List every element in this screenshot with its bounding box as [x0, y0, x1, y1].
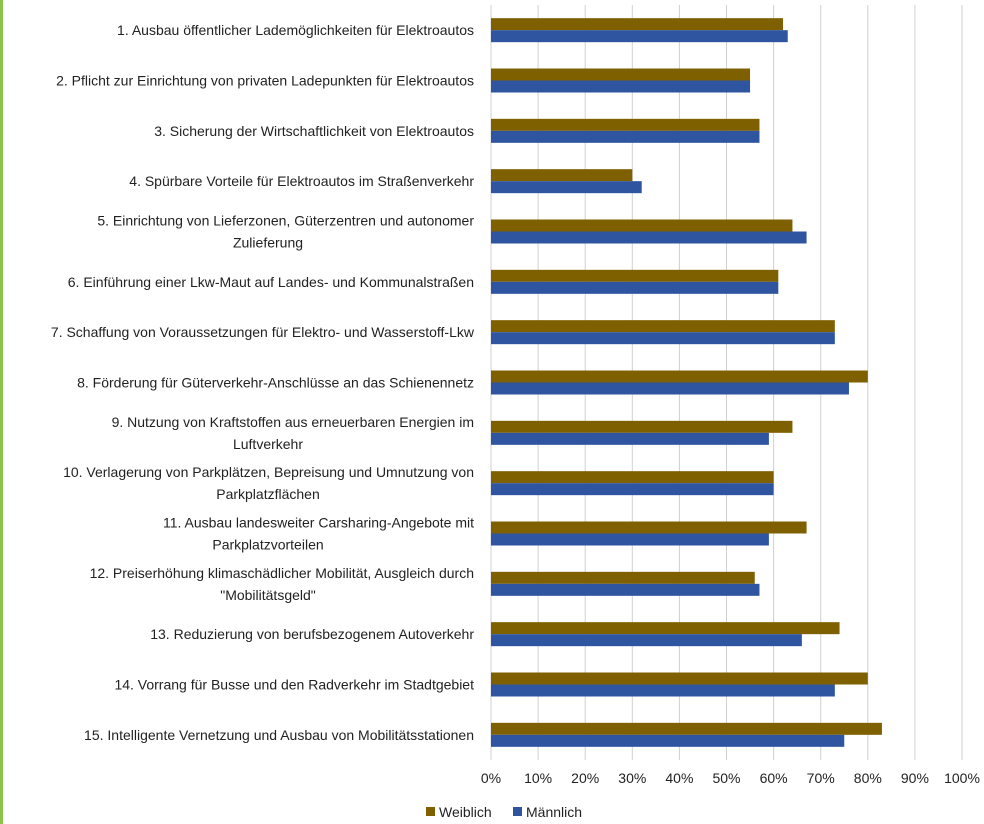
legend-weiblich-swatch — [426, 807, 435, 816]
category-label: 14. Vorrang für Busse und den Radverkehr… — [114, 677, 474, 693]
category-label: 13. Reduzierung von berufsbezogenem Auto… — [150, 626, 474, 642]
x-tick-label: 50% — [712, 770, 740, 786]
x-tick-label: 30% — [618, 770, 646, 786]
bar-maennlich — [491, 684, 835, 697]
bar-weiblich — [491, 169, 633, 182]
bar-maennlich — [491, 130, 760, 143]
bar-weiblich — [491, 18, 784, 31]
bar-weiblich — [491, 622, 840, 635]
bar-maennlich — [491, 332, 835, 345]
bar-maennlich — [491, 181, 642, 194]
bar-maennlich — [491, 583, 760, 596]
x-tick-label: 80% — [854, 770, 882, 786]
bar-maennlich — [491, 734, 845, 747]
category-label: 15. Intelligente Vernetzung und Ausbau v… — [84, 727, 474, 743]
category-label: "Mobilitätsgeld" — [220, 587, 316, 603]
x-tick-label: 20% — [571, 770, 599, 786]
category-label: Parkplatzvorteilen — [212, 537, 323, 553]
bar-weiblich — [491, 68, 751, 81]
bar-maennlich — [491, 483, 774, 496]
x-tick-label: 70% — [807, 770, 835, 786]
category-label: 6. Einführung einer Lkw-Maut auf Landes-… — [68, 274, 474, 290]
legend-maennlich-swatch — [513, 807, 522, 816]
category-label: 5. Einrichtung von Lieferzonen, Güterzen… — [97, 213, 474, 229]
category-label: Zulieferung — [233, 235, 303, 251]
bar-weiblich — [491, 471, 774, 484]
x-tick-label: 90% — [901, 770, 929, 786]
bar-weiblich — [491, 118, 760, 131]
bar-maennlich — [491, 634, 802, 647]
category-label: 9. Nutzung von Kraftstoffen aus erneuerb… — [112, 414, 474, 430]
bar-weiblich — [491, 420, 793, 433]
bar-maennlich — [491, 281, 779, 294]
legend-weiblich-label: Weiblich — [439, 804, 492, 820]
category-label: Parkplatzflächen — [216, 486, 320, 502]
category-label: 12. Preiserhöhung klimaschädlicher Mobil… — [90, 565, 474, 581]
category-label: 3. Sicherung der Wirtschaftlichkeit von … — [154, 123, 474, 139]
bar-weiblich — [491, 722, 882, 735]
bar-weiblich — [491, 269, 779, 282]
category-label: 11. Ausbau landesweiter Carsharing-Angeb… — [163, 515, 474, 531]
category-label: 1. Ausbau öffentlicher Lademöglichkeiten… — [117, 22, 474, 38]
category-label: Luftverkehr — [233, 436, 303, 452]
x-tick-label: 10% — [524, 770, 552, 786]
bar-weiblich — [491, 320, 835, 333]
bar-maennlich — [491, 80, 751, 93]
category-label: 10. Verlagerung von Parkplätzen, Bepreis… — [63, 464, 474, 480]
left-border-decoration — [0, 0, 3, 824]
x-tick-label: 40% — [665, 770, 693, 786]
legend-maennlich-label: Männlich — [526, 804, 582, 820]
x-tick-label: 0% — [481, 770, 501, 786]
bar-maennlich — [491, 533, 769, 546]
bar-weiblich — [491, 370, 868, 383]
x-tick-label: 60% — [760, 770, 788, 786]
category-label: 8. Förderung für Güterverkehr-Anschlüsse… — [77, 375, 474, 391]
bar-maennlich — [491, 382, 849, 395]
bar-maennlich — [491, 30, 788, 43]
category-label: 4. Spürbare Vorteile für Elektroautos im… — [129, 173, 474, 189]
x-tick-label: 100% — [944, 770, 980, 786]
bar-maennlich — [491, 432, 769, 445]
bar-weiblich — [491, 672, 868, 685]
bar-weiblich — [491, 571, 755, 584]
bar-weiblich — [491, 521, 807, 534]
bar-maennlich — [491, 231, 807, 244]
category-label: 7. Schaffung von Voraussetzungen für Ele… — [51, 324, 475, 340]
category-label: 2. Pflicht zur Einrichtung von privaten … — [56, 73, 474, 89]
bar-weiblich — [491, 219, 793, 232]
